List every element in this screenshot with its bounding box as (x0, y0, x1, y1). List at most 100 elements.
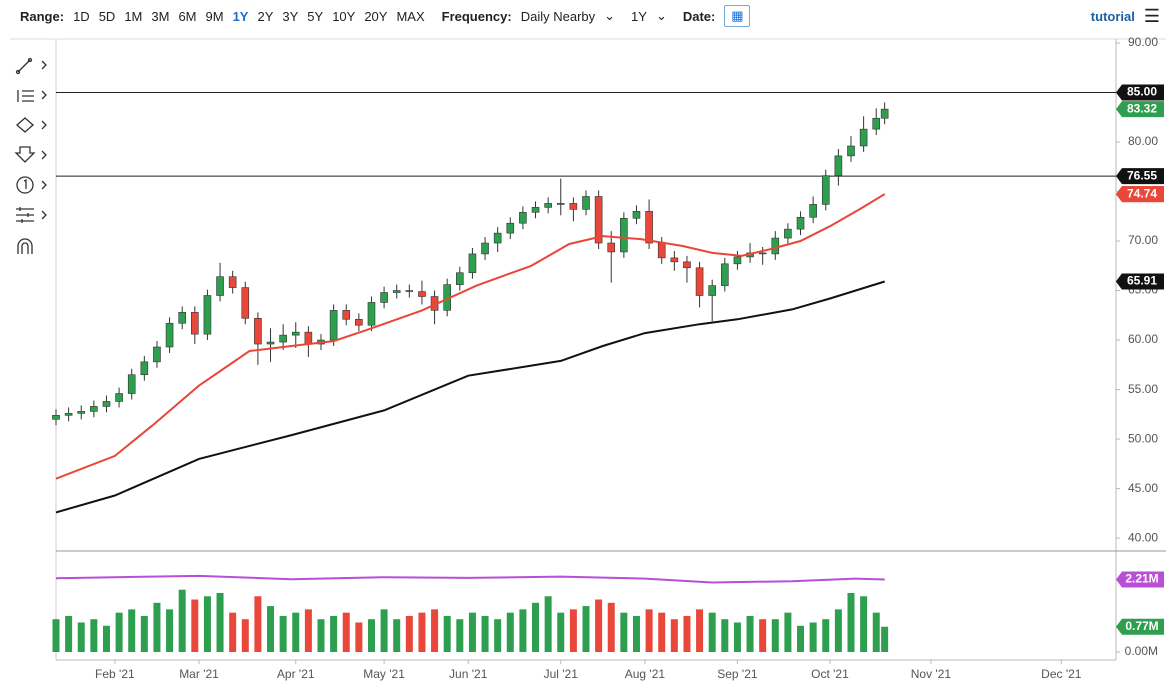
volume-bar (115, 612, 123, 652)
range-button[interactable]: 1Y (232, 8, 249, 24)
volume-bar (822, 619, 830, 652)
candle-body (90, 406, 98, 412)
range-button[interactable]: 3Y (282, 8, 299, 24)
volume-bar (317, 619, 325, 652)
dropdown-arrow[interactable]: ⌄ (604, 8, 616, 23)
frequency-label: Frequency: (441, 8, 512, 24)
calendar-button[interactable]: ▦ (724, 5, 751, 27)
tool-note-1[interactable] (23, 178, 27, 189)
candle-body (367, 302, 376, 326)
level-label-box (1116, 168, 1164, 185)
volume-bar (481, 615, 489, 652)
tool-note[interactable] (16, 176, 34, 194)
candle-body (721, 263, 729, 286)
volume-last-label-box (1116, 618, 1164, 635)
range-button[interactable]: 5D (98, 8, 116, 24)
x-tick-label: Oct '21 (811, 667, 849, 681)
tool-arrow[interactable] (14, 146, 36, 163)
candle-body (556, 203, 565, 205)
menu-button[interactable]: ☰ (1143, 5, 1160, 26)
tutorial-link[interactable]: tutorial (1090, 8, 1135, 24)
candle-body (52, 415, 60, 420)
volume-bar (330, 615, 338, 652)
tool-fib[interactable] (17, 90, 34, 102)
tool-dot[interactable] (15, 69, 21, 75)
candle-body (456, 272, 464, 285)
x-tick-label: Mar '21 (179, 667, 219, 681)
level-label: 85.00 (1127, 85, 1157, 99)
volume-bar (355, 622, 363, 652)
toolbar: Range: 1D 5D 1M 3M 6M 9M 1Y 2Y 3Y 5Y 10Y 20Y MAX Fre… (0, 0, 1174, 32)
volume-bar (367, 619, 375, 652)
x-tick-label: May '21 (363, 667, 405, 681)
level-label: 76.55 (1127, 168, 1157, 182)
volume-bar (506, 612, 514, 652)
volume-bar (494, 619, 502, 652)
volume-bar (544, 596, 552, 652)
candle-body (64, 413, 73, 416)
period-select[interactable]: 1Y (631, 8, 647, 24)
candle-body (569, 203, 578, 210)
x-tick-label: Sep '21 (717, 667, 758, 681)
candle-body (657, 242, 666, 259)
volume-bar (380, 609, 388, 652)
range-button[interactable]: 5Y (307, 8, 324, 24)
tool-chevrons[interactable] (41, 60, 47, 220)
candles (52, 102, 889, 426)
x-tick-label: Apr '21 (277, 667, 315, 681)
date-label: Date: (682, 8, 716, 24)
candle-body (695, 267, 704, 296)
range-button[interactable]: 3M (151, 8, 170, 24)
candle-body (758, 252, 767, 255)
x-tick-label: Jun '21 (449, 667, 488, 681)
range-button[interactable]: MAX (396, 8, 425, 24)
range-button[interactable]: 1D (73, 8, 90, 24)
candle-body (191, 312, 199, 335)
candle-body (632, 211, 641, 219)
candle-body (493, 232, 502, 244)
x-tick-label: Aug '21 (625, 667, 666, 681)
volume-bar (733, 622, 741, 652)
drawing-tools[interactable] (14, 57, 47, 255)
tool-dot[interactable] (27, 57, 33, 63)
volume-bar (881, 626, 889, 652)
volume-bar (468, 612, 476, 652)
candle-body (607, 242, 616, 253)
tool-line[interactable] (17, 59, 31, 73)
x-tick-label: Dec '21 (1041, 667, 1082, 681)
y-tick-label: 50.00 (1128, 431, 1158, 445)
candle-body (859, 128, 868, 147)
range-button[interactable]: 20Y (364, 8, 388, 24)
volume-bar (746, 615, 754, 652)
candle-body (127, 374, 136, 394)
volume-bar (847, 592, 855, 652)
tool-settings[interactable] (16, 207, 34, 223)
volume-bar (128, 609, 136, 652)
candle-body (342, 310, 351, 320)
tool-magnet[interactable] (17, 238, 33, 254)
candle-body (847, 145, 855, 157)
frequency-select[interactable]: Daily Nearby (520, 8, 596, 24)
volume-bar (304, 609, 312, 652)
range-button[interactable]: 6M (178, 8, 197, 24)
range-button[interactable]: 10Y (332, 8, 356, 24)
candle-body (140, 361, 149, 376)
range-button[interactable]: 2Y (257, 8, 274, 24)
volume-bar (872, 612, 880, 652)
candle-body (153, 346, 161, 363)
y-tick-label: 60.00 (1128, 332, 1158, 346)
candle-body (165, 322, 174, 348)
tool-shape[interactable] (16, 117, 34, 133)
volume-bar (557, 612, 565, 652)
range-button[interactable]: 1M (124, 8, 143, 24)
volume-bar (708, 612, 716, 652)
dropdown-arrow[interactable]: ⌄ (655, 8, 667, 23)
candle-body (392, 290, 401, 293)
candle-body (670, 257, 679, 263)
volume-bar (771, 619, 779, 652)
ma-last-label: 65.91 (1127, 274, 1157, 288)
candle-body (519, 212, 527, 224)
moving-average (55, 280, 885, 514)
moving-average (55, 193, 886, 480)
range-button[interactable]: 9M (205, 8, 224, 24)
